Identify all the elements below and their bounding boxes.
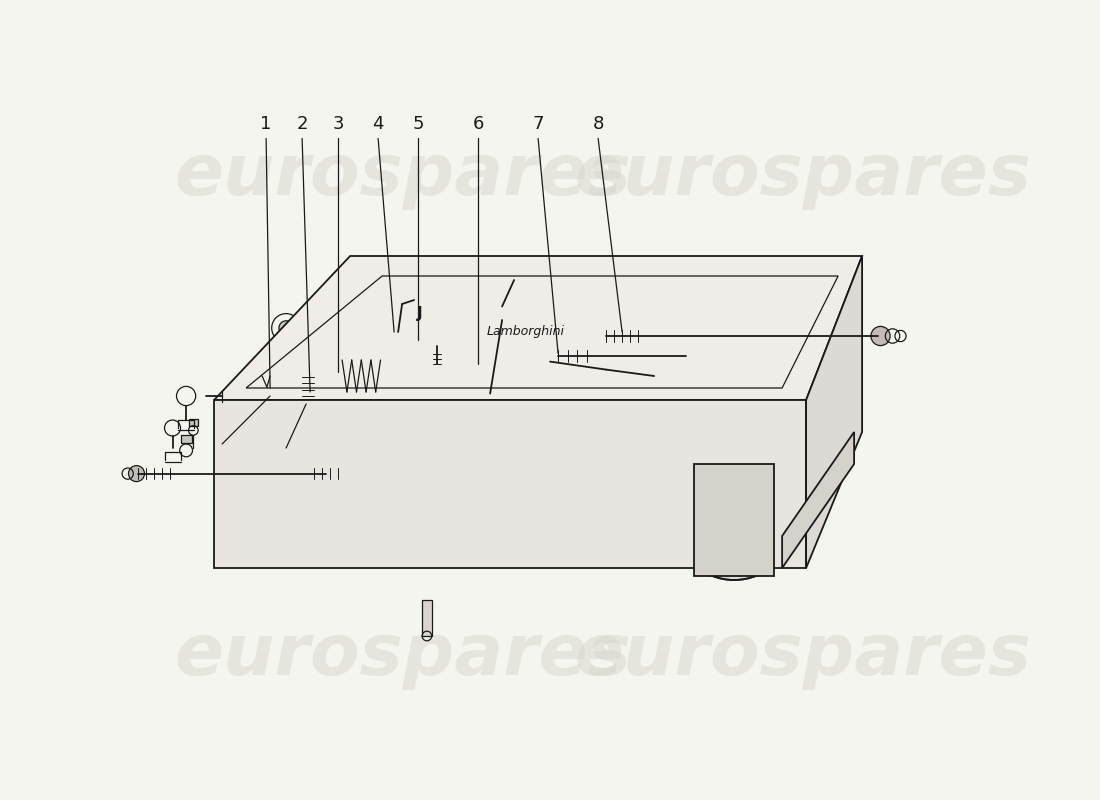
Text: 6: 6: [472, 115, 484, 133]
Bar: [394, 368, 538, 396]
Circle shape: [678, 348, 694, 364]
Text: eurospares: eurospares: [174, 622, 631, 690]
Bar: [350, 460, 398, 504]
Circle shape: [279, 321, 294, 335]
Polygon shape: [214, 400, 806, 568]
Circle shape: [674, 460, 794, 580]
Circle shape: [598, 295, 614, 310]
Text: 4: 4: [373, 115, 384, 133]
Text: eurospares: eurospares: [174, 142, 631, 210]
Text: 7: 7: [532, 115, 543, 133]
Bar: [422, 600, 431, 636]
Polygon shape: [782, 432, 854, 568]
Text: 2: 2: [296, 115, 308, 133]
Circle shape: [264, 386, 276, 398]
Circle shape: [519, 302, 534, 316]
Circle shape: [430, 334, 443, 346]
Text: eurospares: eurospares: [574, 142, 1031, 210]
Circle shape: [679, 289, 693, 303]
Text: eurospares: eurospares: [574, 622, 1031, 690]
Bar: [188, 419, 198, 426]
Polygon shape: [694, 464, 774, 576]
Bar: [222, 391, 236, 401]
Circle shape: [439, 308, 453, 322]
Bar: [454, 460, 502, 504]
Text: 3: 3: [332, 115, 344, 133]
Bar: [454, 344, 550, 380]
Text: 5: 5: [412, 115, 424, 133]
Polygon shape: [806, 256, 862, 568]
Circle shape: [359, 314, 373, 329]
Text: Lamborghini: Lamborghini: [487, 326, 565, 338]
Circle shape: [714, 500, 755, 540]
Bar: [180, 435, 191, 443]
Circle shape: [759, 282, 773, 297]
Text: 8: 8: [593, 115, 604, 133]
Circle shape: [320, 466, 337, 482]
Circle shape: [129, 466, 144, 482]
Polygon shape: [214, 256, 862, 400]
Text: J: J: [417, 306, 422, 321]
Text: 1: 1: [261, 115, 272, 133]
Circle shape: [871, 326, 890, 346]
Circle shape: [302, 397, 312, 406]
